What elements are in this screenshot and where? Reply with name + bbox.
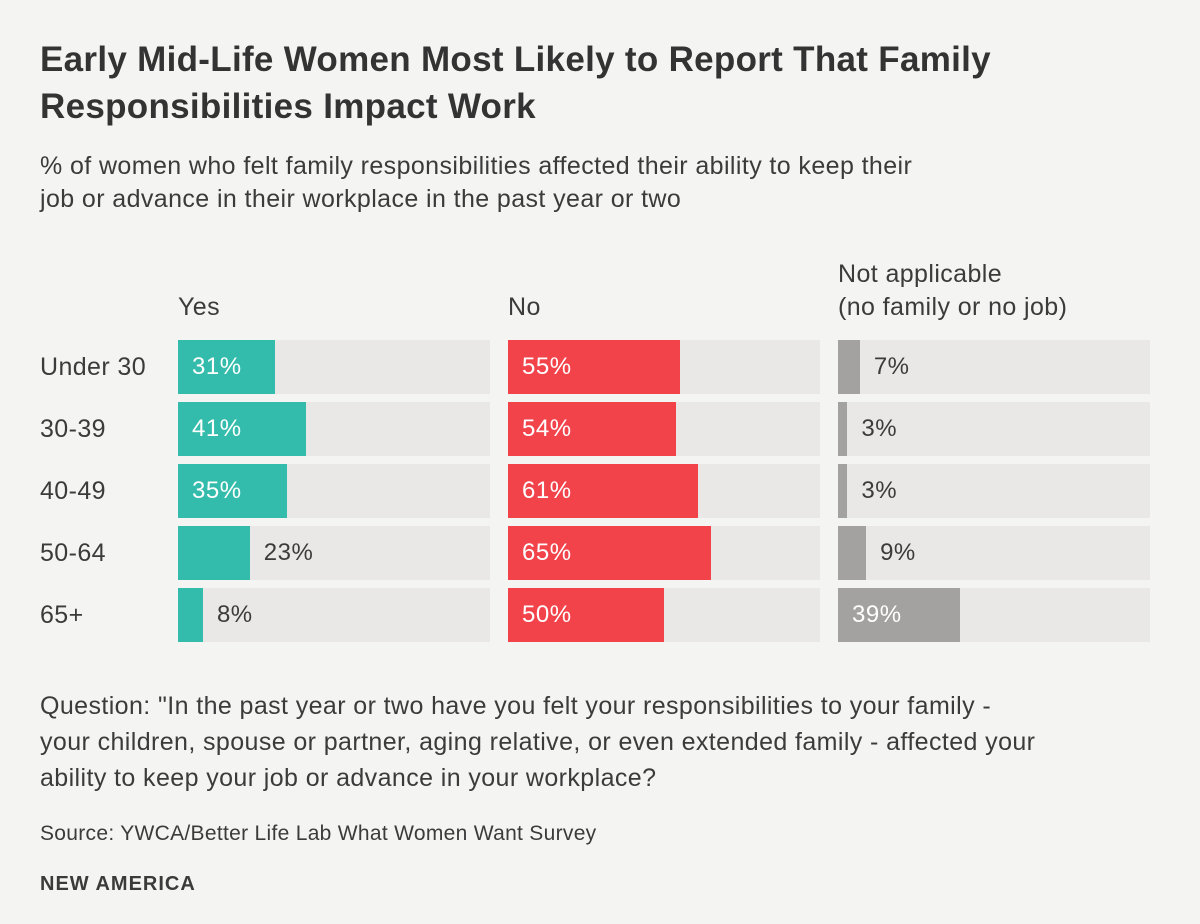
bar	[508, 588, 664, 642]
chart-row: 30-39 41% 54% 3%	[40, 402, 1150, 456]
column-header-not-applicable-line-1: Not applicable	[838, 260, 1003, 288]
bar-track: 65%	[508, 526, 820, 580]
bar-track: 9%	[838, 526, 1150, 580]
bar-value-label: 3%	[861, 477, 898, 504]
bar-value-label: 3%	[861, 415, 898, 442]
question-note-line-1: Question: "In the past year or two have …	[40, 692, 992, 720]
bar-value-label: 23%	[263, 539, 314, 566]
bar	[838, 464, 848, 518]
bar-track: 31%	[178, 340, 490, 394]
bar	[178, 464, 288, 518]
bar-track: 61%	[508, 464, 820, 518]
row-label: 40-49	[40, 476, 106, 505]
bar	[508, 464, 699, 518]
bar-value-label: 8%	[216, 601, 253, 628]
chart-row: Under 30 31% 55% 7%	[40, 340, 1150, 394]
chart-page: Early Mid-Life Women Most Likely to Repo…	[40, 36, 1150, 896]
new-america-logo: NEW AMERICA	[40, 873, 196, 895]
bar-value-label: 65%	[522, 539, 572, 566]
chart-row: 50-64 23% 65% 9%	[40, 526, 1150, 580]
bar-value-label: 54%	[522, 415, 572, 442]
question-note-line-3: ability to keep your job or advance in y…	[40, 764, 657, 792]
bar	[508, 340, 680, 394]
chart-title: Early Mid-Life Women Most Likely to Repo…	[40, 36, 1150, 130]
bar-value-label: 9%	[880, 539, 916, 566]
chart-subtitle: % of women who felt family responsibilit…	[40, 150, 1150, 216]
bar	[838, 526, 867, 580]
bar-value-label: 39%	[852, 601, 902, 628]
bar	[838, 588, 960, 642]
bar-track: 54%	[508, 402, 820, 456]
column-header-yes: Yes	[178, 291, 490, 324]
bar-value-label: 41%	[192, 415, 242, 442]
question-note: Question: "In the past year or two have …	[40, 688, 1150, 796]
bar-track: 7%	[838, 340, 1150, 394]
bar-track: 50%	[508, 588, 820, 642]
bar	[838, 340, 860, 394]
bar-value-label: 55%	[522, 353, 572, 380]
bar-track: 23%	[178, 526, 490, 580]
bar-value-label: 31%	[192, 353, 242, 380]
bar-track: 3%	[838, 464, 1150, 518]
bar	[508, 526, 711, 580]
bar	[178, 588, 203, 642]
column-header-not-applicable-line-2: (no family or no job)	[838, 293, 1068, 321]
bar	[178, 526, 250, 580]
bar	[508, 402, 677, 456]
chart-row: 65+ 8% 50% 39%	[40, 588, 1150, 642]
row-label: 30-39	[40, 414, 106, 443]
row-label: 65+	[40, 600, 84, 629]
bar-value-label: 7%	[873, 353, 910, 380]
bar-track: 41%	[178, 402, 490, 456]
column-header-no: No	[508, 291, 820, 324]
bar-track: 8%	[178, 588, 490, 642]
question-note-line-2: your children, spouse or partner, aging …	[40, 728, 1036, 756]
column-headers: Yes No Not applicable (no family or no j…	[40, 258, 1150, 324]
bar	[838, 402, 848, 456]
chart-title-line-1: Early Mid-Life Women Most Likely to Repo…	[40, 40, 991, 79]
bar-track: 55%	[508, 340, 820, 394]
bar	[178, 402, 306, 456]
bar-track: 39%	[838, 588, 1150, 642]
bar	[178, 340, 275, 394]
bar-track: 35%	[178, 464, 490, 518]
chart-subtitle-line-2: job or advance in their workplace in the…	[40, 185, 682, 213]
row-label: 50-64	[40, 538, 106, 567]
chart-rows: Under 30 31% 55% 7% 30-39 41% 54% 3% 40-49 35% 61%…	[40, 340, 1150, 642]
bar-track: 3%	[838, 402, 1150, 456]
bar-value-label: 61%	[522, 477, 572, 504]
chart-title-line-2: Responsibilities Impact Work	[40, 87, 536, 126]
row-label: Under 30	[40, 352, 147, 381]
bar-chart: Yes No Not applicable (no family or no j…	[40, 258, 1150, 642]
chart-row: 40-49 35% 61% 3%	[40, 464, 1150, 518]
chart-subtitle-line-1: % of women who felt family responsibilit…	[40, 152, 913, 180]
source-line: Source: YWCA/Better Life Lab What Women …	[40, 822, 597, 845]
bar-value-label: 35%	[192, 477, 242, 504]
column-header-yes-label: Yes	[178, 293, 220, 321]
column-header-not-applicable: Not applicable (no family or no job)	[838, 258, 1150, 324]
bar-value-label: 50%	[522, 601, 572, 628]
column-header-no-label: No	[508, 293, 541, 321]
